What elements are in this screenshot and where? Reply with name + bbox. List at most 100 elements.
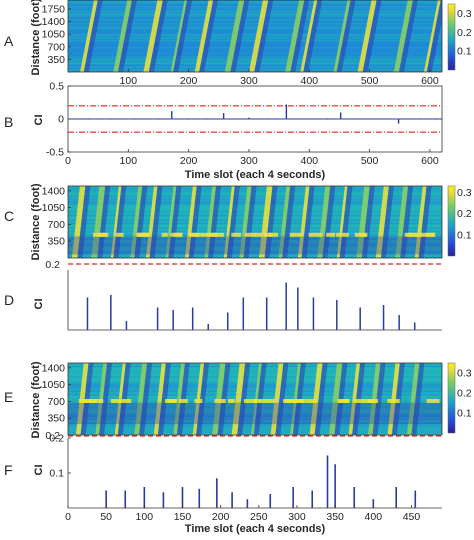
panel-e-texture xyxy=(68,368,442,370)
panel-c-hot-spot xyxy=(336,232,349,237)
panel-e-texture xyxy=(68,383,442,386)
panel-e-wave-band xyxy=(348,363,361,435)
panel-c-wave-shadow xyxy=(134,186,148,258)
panel-e-hot-spot xyxy=(337,399,349,403)
panel-e-colorbar-tick: 0.3 xyxy=(457,368,472,380)
panel-e-texture xyxy=(68,370,442,373)
panel-b-ytick-label: 0 xyxy=(58,114,64,126)
panel-a-ytick-label: 1750 xyxy=(42,4,66,16)
panel-c-wave-band xyxy=(278,186,291,258)
panel-d-ylabel: CI xyxy=(33,299,45,310)
panel-e-hot-spot xyxy=(83,399,97,403)
panel-c-texture xyxy=(68,216,442,218)
panel-e-hot-spot xyxy=(387,399,400,403)
panel-e-hot-spot xyxy=(228,399,235,403)
panel-e-wave-band xyxy=(231,363,246,435)
panel-e-texture xyxy=(68,367,442,369)
panel-a-texture xyxy=(68,3,442,5)
panel-c-wave-shadow xyxy=(168,186,182,258)
panel-a-wave-band xyxy=(194,0,214,72)
panel-c-wave-shadow xyxy=(208,186,222,258)
panel-c-hot-spot xyxy=(407,232,418,237)
panel-a-wave-shadow xyxy=(426,0,442,72)
panel-a-texture xyxy=(68,14,442,16)
panel-c-wave-band xyxy=(239,186,252,258)
panel-c-hot-spot xyxy=(326,232,336,237)
panel-b-ytick-label: -0.5 xyxy=(46,147,64,159)
panel-f-xlabel: Time slot (each 4 seconds) xyxy=(185,523,326,535)
panel-b-xtick-label: 600 xyxy=(421,155,439,167)
panel-a-xtick-label: 600 xyxy=(421,75,439,87)
panel-c-wave-shadow xyxy=(226,186,240,258)
panel-c-ytick-label: 1050 xyxy=(42,202,66,214)
panel-c-texture xyxy=(68,214,442,216)
panel-c-wave-shadow xyxy=(339,186,353,258)
panel-a-wave-shadow xyxy=(230,0,250,72)
panel-e-letter: E xyxy=(4,389,13,405)
panel-a-ytick-label: 1050 xyxy=(42,29,66,41)
panel-b-xtick-label: 0 xyxy=(65,155,71,167)
panel-e-hot-spot xyxy=(243,399,258,403)
panel-e-texture xyxy=(68,384,442,387)
panel-c-hot-spot xyxy=(161,232,168,237)
panel-a-wave-band xyxy=(143,0,163,72)
panel-c-texture xyxy=(68,254,442,256)
panel-c-ytick-label: 350 xyxy=(47,236,65,248)
panel-c-ytick-label: 1400 xyxy=(42,185,66,197)
panel-a-letter: A xyxy=(4,33,14,49)
panel-f-xtick-label: 350 xyxy=(326,511,344,523)
panel-e-wave-band xyxy=(270,363,284,435)
panel-c-wave-shadow xyxy=(188,186,202,258)
panel-f-ci-chart: 0.1 0.2 0 50 100 150 200 250 300 350 400 450 CI Tim… xyxy=(33,433,442,535)
panel-c-wave-band xyxy=(223,186,235,258)
panel-e-hot-spot xyxy=(305,399,317,403)
panel-c-wave-shadow xyxy=(243,186,257,258)
panel-c-texture xyxy=(68,201,442,204)
panel-f-xtick-label: 150 xyxy=(174,511,192,523)
panel-c-threshold: 0.2 xyxy=(45,259,442,271)
panel-a-texture xyxy=(68,11,442,14)
panel-c-wave-band xyxy=(145,186,158,258)
panel-a-texture xyxy=(68,18,442,21)
panel-a-texture xyxy=(68,22,442,25)
panel-f-xtick-label: 300 xyxy=(288,511,306,523)
panel-a-wave-shadow xyxy=(83,0,103,72)
panel-e-wave-shadow xyxy=(99,363,113,435)
panel-c-texture xyxy=(68,230,442,233)
panel-e-texture xyxy=(68,371,442,373)
panel-b-ci-chart: -0.500.50 100 200 300 400 500 600 CI Time slot… xyxy=(33,81,443,181)
panel-a-wave-band xyxy=(248,0,269,72)
panel-c-wave-shadow xyxy=(380,186,394,258)
panel-a-texture xyxy=(68,22,442,25)
panel-c-texture xyxy=(68,252,442,254)
panel-c-texture xyxy=(68,203,442,206)
panel-e-hot-spot xyxy=(194,399,203,403)
panel-a-texture xyxy=(68,6,442,8)
panel-b-xlabel: Time slot (each 4 seconds) xyxy=(185,169,326,181)
panel-a-ytick-label: 350 xyxy=(47,54,65,66)
panel-c-texture xyxy=(68,221,442,224)
panel-e-texture xyxy=(68,397,442,400)
panel-a-texture xyxy=(68,34,442,37)
panel-c-texture xyxy=(68,256,442,258)
panel-c-wave-band xyxy=(356,186,370,258)
panel-e-wave-band xyxy=(406,363,420,435)
panel-a-texture xyxy=(68,20,442,22)
panel-a-colorbar-tick: 0.2 xyxy=(457,27,472,39)
panel-c-wave-band xyxy=(336,186,348,258)
panel-e-hot-spot xyxy=(179,399,188,403)
panel-c-texture xyxy=(68,256,442,258)
panel-e-wave-shadow xyxy=(372,363,386,435)
panel-e-hot-spot xyxy=(296,399,306,403)
panel-c-hot-spot xyxy=(93,232,107,237)
panel-c-texture xyxy=(68,219,442,222)
panel-a-texture xyxy=(68,37,442,39)
panel-b-xtick-label: 200 xyxy=(180,155,198,167)
panel-a-texture xyxy=(68,40,442,42)
panel-c-texture xyxy=(68,246,442,248)
panel-f-xtick-label: 200 xyxy=(212,511,230,523)
panel-f-xtick-label: 50 xyxy=(100,511,112,523)
panel-c-texture xyxy=(68,220,442,222)
panel-a-texture xyxy=(68,36,442,38)
panel-a-wave-shadow xyxy=(398,0,418,72)
